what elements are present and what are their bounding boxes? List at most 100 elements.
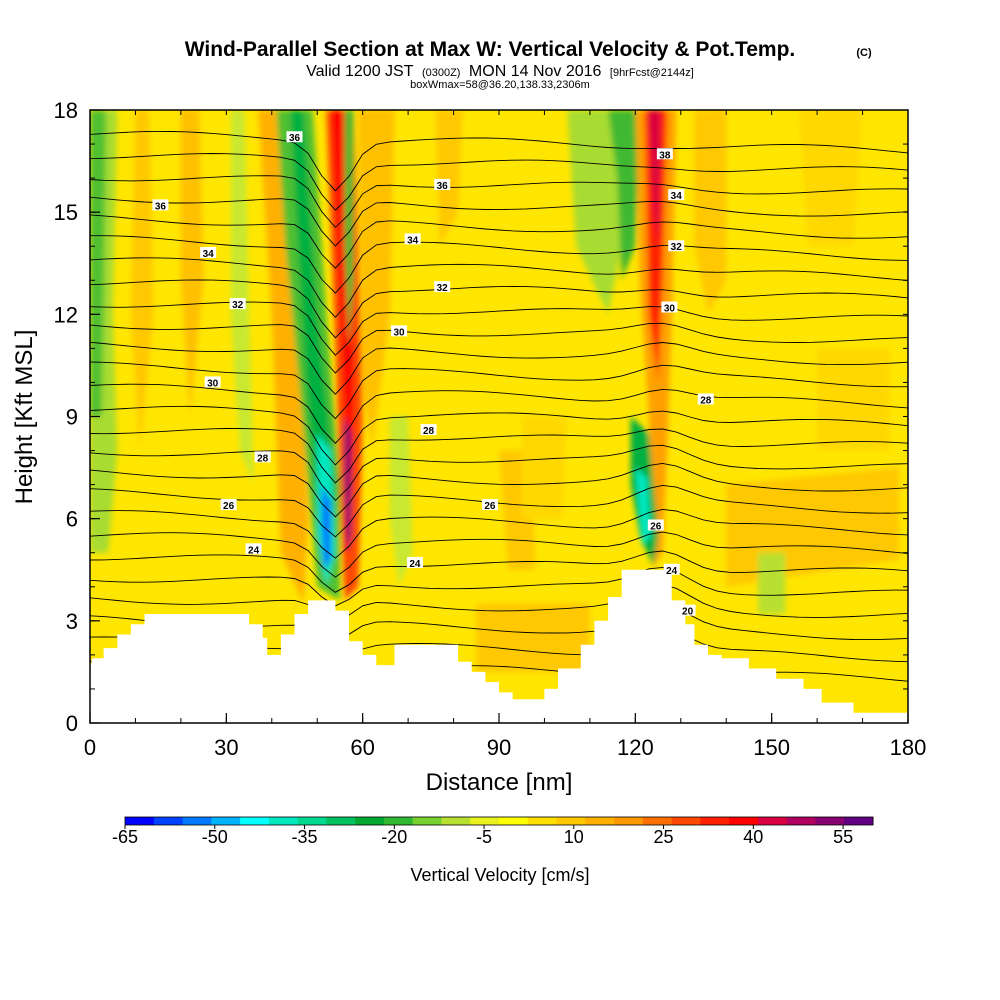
contour-label-bg bbox=[679, 604, 696, 616]
isentrope-line bbox=[90, 196, 908, 247]
isentrope-contours bbox=[90, 130, 908, 682]
y-tick-label: 6 bbox=[66, 507, 78, 532]
colorbar-tick-label: -35 bbox=[292, 827, 318, 847]
contour-label-text: 28 bbox=[423, 426, 435, 437]
colorbar-title: Vertical Velocity [cm/s] bbox=[410, 865, 589, 885]
contour-label-bg bbox=[434, 281, 451, 293]
field-region bbox=[435, 110, 463, 247]
contour-label-text: 32 bbox=[232, 300, 244, 311]
contour-label-text: 32 bbox=[437, 283, 449, 294]
colorbar-swatch bbox=[499, 817, 529, 825]
contour-label: 30 bbox=[661, 301, 678, 315]
contour-label-text: 28 bbox=[700, 395, 712, 406]
isentrope-line bbox=[90, 405, 908, 466]
colorbar-swatch bbox=[153, 817, 184, 825]
contour-label: 20 bbox=[679, 604, 696, 618]
contour-label-bg bbox=[229, 298, 246, 310]
colorbar: -65 -50 -35 -20 -5 10 25 40 55 bbox=[112, 816, 874, 847]
colorbar-frame bbox=[124, 816, 874, 826]
x-axis: 0 30 60 90 120 150 180 bbox=[84, 110, 926, 760]
x-tick-label: 180 bbox=[890, 735, 927, 760]
field-region bbox=[817, 348, 890, 451]
contour-label-bg bbox=[697, 393, 714, 405]
isentrope-line bbox=[90, 566, 908, 607]
y-tick-label: 3 bbox=[66, 609, 78, 634]
contour-label-text: 26 bbox=[650, 521, 662, 532]
contour-label: 34 bbox=[200, 247, 217, 260]
isentrope-line bbox=[90, 214, 908, 269]
colorbar-swatch bbox=[441, 817, 471, 825]
contour-label-bg bbox=[656, 148, 673, 160]
colorbar-tick-label: -50 bbox=[202, 827, 228, 847]
velocity-field bbox=[90, 110, 899, 672]
contour-label-text: 32 bbox=[671, 242, 683, 253]
contour-label-text: 28 bbox=[257, 453, 269, 464]
colorbar-swatch bbox=[211, 817, 241, 825]
isentrope-line bbox=[90, 341, 908, 395]
colorbar-swatch bbox=[614, 817, 644, 825]
valid-time: Valid 1200 JST bbox=[306, 63, 414, 80]
plot-area: 36 36 36 38 34 34 34 32 32 32 30 30 30 28 28 28 26 26 26 24… bbox=[90, 110, 908, 723]
field-region bbox=[798, 110, 863, 247]
chart-subtitle: Valid 1200 JST (0300Z) MON 14 Nov 2016 [… bbox=[306, 63, 694, 80]
contour-label: 34 bbox=[404, 233, 421, 246]
contour-label: 28 bbox=[420, 424, 437, 437]
x-tick-label: 120 bbox=[617, 735, 654, 760]
colorbar-swatch bbox=[729, 817, 759, 825]
isentrope-line bbox=[90, 279, 908, 339]
isentrope-line bbox=[90, 322, 908, 374]
contour-label-bg bbox=[391, 325, 408, 337]
contour-label-text: 34 bbox=[671, 191, 683, 202]
isentrope-line bbox=[90, 130, 908, 192]
field-region bbox=[567, 110, 622, 315]
contour-label-text: 24 bbox=[666, 566, 678, 577]
valid-date: MON 14 Nov 2016 bbox=[469, 63, 602, 80]
colorbar-swatch bbox=[671, 817, 701, 825]
isentrope-line bbox=[90, 153, 908, 211]
isentrope-line bbox=[90, 428, 908, 484]
colorbar-swatch bbox=[642, 817, 673, 825]
contour-label-bg bbox=[420, 424, 437, 436]
contour-label: 28 bbox=[254, 451, 271, 464]
field-region bbox=[635, 467, 652, 546]
contour-label-text: 34 bbox=[407, 235, 419, 246]
contour-label: 30 bbox=[204, 376, 221, 389]
y-tick-label: 0 bbox=[66, 711, 78, 736]
colorbar-swatch bbox=[844, 817, 874, 825]
field-region bbox=[758, 552, 786, 615]
contour-label-text: 36 bbox=[289, 133, 301, 144]
contour-label-text: 26 bbox=[223, 501, 235, 512]
colorbar-swatch bbox=[815, 817, 845, 825]
contour-label: 34 bbox=[668, 189, 685, 202]
colorbar-swatch bbox=[268, 817, 299, 825]
contour-label-bg bbox=[434, 178, 451, 190]
y-tick-label: 9 bbox=[66, 405, 78, 430]
colorbar-tick-label: 40 bbox=[743, 827, 763, 847]
contour-label-text: 38 bbox=[659, 150, 671, 161]
contour-label-text: 36 bbox=[155, 201, 167, 212]
copyright-mark: (C) bbox=[856, 47, 872, 59]
contour-label-bg bbox=[404, 233, 421, 245]
chart-title: Wind-Parallel Section at Max W: Vertical… bbox=[185, 38, 796, 61]
x-tick-label: 150 bbox=[753, 735, 790, 760]
contour-label: 38 bbox=[656, 148, 673, 161]
colorbar-swatch bbox=[470, 817, 500, 825]
contour-label-text: 30 bbox=[207, 378, 219, 389]
isentrope-line bbox=[90, 550, 908, 593]
contour-label: 28 bbox=[697, 393, 714, 406]
contour-label-text: 30 bbox=[393, 327, 405, 338]
y-tick-label: 18 bbox=[54, 98, 78, 123]
field-region bbox=[694, 110, 727, 315]
field-region bbox=[358, 110, 395, 451]
colorbar-swatch bbox=[297, 817, 327, 825]
contour-label-bg bbox=[406, 556, 423, 568]
contour-label-bg bbox=[245, 543, 262, 555]
isentrope-line bbox=[90, 584, 908, 622]
colorbar-swatch bbox=[355, 817, 385, 825]
colorbar-tick-label: 10 bbox=[564, 827, 584, 847]
isentrope-line bbox=[90, 531, 908, 578]
colorbar-swatch bbox=[585, 817, 615, 825]
y-axis-title: Height [Kft MSL] bbox=[11, 330, 38, 505]
colorbar-tick-label: 25 bbox=[654, 827, 674, 847]
